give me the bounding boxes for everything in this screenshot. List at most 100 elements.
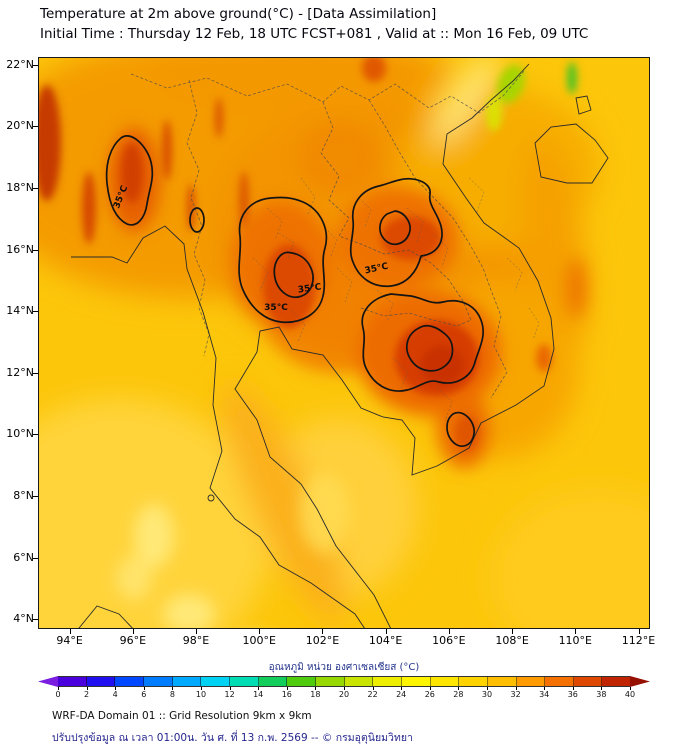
colorbar-tickmark: [429, 687, 431, 690]
x-axis-tickmark: [638, 629, 640, 634]
colorbar-segment: [344, 677, 374, 686]
colorbar-segment: [258, 677, 288, 686]
colorbar-label: อุณหภูมิ หน่วย องศาเซลเซียส (°C): [268, 662, 420, 673]
colorbar-tickmark: [115, 687, 117, 690]
colorbar-segment: [315, 677, 345, 686]
x-axis-tick-label: 102°E: [305, 634, 340, 647]
y-axis-tick-label: 16°N: [6, 242, 34, 256]
colorbar-segment: [373, 677, 402, 686]
colorbar-tick-label: 40: [624, 690, 636, 699]
colorbar-tick-label: 4: [112, 690, 118, 699]
y-axis-tick-label: 18°N: [6, 180, 34, 194]
colorbar-tickmark: [58, 687, 59, 690]
colorbar-tick-label: 0: [55, 690, 61, 699]
colorbar-tick-label: 28: [453, 690, 464, 699]
colorbar-tickmark: [172, 687, 174, 690]
x-axis-tick-label: 112°E: [621, 634, 656, 647]
colorbar-segment: [143, 677, 173, 686]
y-axis-tick-label: 10°N: [6, 427, 34, 441]
colorbar-tick-label: 12: [224, 690, 235, 699]
x-axis-tickmark: [385, 629, 387, 634]
colorbar-tick-label: 32: [510, 690, 521, 699]
colorbar-tick-label: 24: [396, 690, 407, 699]
y-axis-tickmark: [33, 496, 38, 498]
colorbar-segment: [172, 677, 202, 686]
colorbar-segment: [545, 677, 574, 686]
colorbar-tick-label: 36: [567, 690, 578, 699]
colorbar-tickmark: [344, 687, 345, 690]
y-axis-tick-label: 22°N: [6, 57, 34, 71]
colorbar-right-arrow: [630, 676, 650, 687]
y-axis-tick-label: 8°N: [13, 489, 34, 503]
footer-update-info: ปรับปรุงข้อมูล ณ เวลา 01:00น. วัน ศ. ที่…: [52, 732, 413, 744]
colorbar-tickmark: [487, 687, 488, 690]
y-axis-tickmark: [33, 126, 38, 128]
colorbar-segment: [86, 677, 116, 686]
coastline: [71, 63, 609, 628]
colorbar-segment: [430, 677, 460, 686]
contour-label: 35°C: [297, 282, 322, 295]
colorbar-segment: [602, 677, 631, 686]
colorbar-left-arrow: [38, 676, 58, 687]
colorbar-tickmark: [458, 687, 460, 690]
colorbar-tick-label: 34: [539, 690, 550, 699]
x-axis-tickmark: [69, 629, 71, 634]
y-axis-tick-label: 6°N: [13, 550, 34, 564]
y-axis-tickmark: [33, 311, 38, 313]
map-plot: 35°C 35°C 35°C 35°C: [38, 57, 650, 629]
colorbar-tick-label: 30: [481, 690, 493, 699]
colorbar: [38, 676, 650, 687]
colorbar-segment: [487, 677, 517, 686]
map-svg: 35°C 35°C 35°C 35°C: [39, 58, 649, 628]
x-axis-tickmark: [322, 629, 324, 634]
y-axis-tick-label: 12°N: [6, 365, 34, 379]
contour-label: 35°C: [264, 303, 288, 313]
temperature-field-cores: [39, 58, 577, 451]
x-axis-tick-label: 98°E: [182, 634, 210, 647]
x-axis-tickmark: [132, 629, 134, 634]
x-axis-tick-label: 100°E: [242, 634, 276, 647]
x-axis-tick-label: 96°E: [119, 634, 147, 647]
colorbar-segment: [401, 677, 431, 686]
contour-label: 35°C: [364, 262, 390, 277]
x-axis-tick-label: 94°E: [56, 634, 83, 647]
y-axis-tickmark: [33, 249, 38, 251]
y-axis-tickmark: [33, 434, 38, 436]
chart-subtitle: Initial Time : Thursday 12 Feb, 18 UTC F…: [40, 26, 589, 42]
colorbar-tickmark: [372, 687, 374, 690]
colorbar-tick-label: 6: [141, 690, 147, 699]
colorbar-segment: [573, 677, 603, 686]
colorbar-tickmark: [572, 687, 574, 690]
colorbar-tick-label: 22: [367, 690, 378, 699]
x-axis-tickmark: [512, 629, 514, 634]
colorbar-tickmark: [201, 687, 202, 690]
y-axis-tick-label: 4°N: [13, 612, 34, 626]
colorbar-tickmark: [286, 687, 288, 690]
colorbar-segment: [201, 677, 230, 686]
colorbar-tickmark: [86, 687, 88, 690]
x-axis-tickmark: [448, 629, 450, 634]
colorbar-segment: [115, 677, 144, 686]
colorbar-tick-label: 16: [281, 690, 292, 699]
colorbar-gradient: [58, 676, 631, 687]
colorbar-tick-label: 20: [338, 690, 350, 699]
colorbar-tick-label: 26: [424, 690, 435, 699]
x-axis-tick-label: 104°E: [368, 634, 403, 647]
y-axis-tick-label: 14°N: [6, 304, 34, 318]
colorbar-tickmark: [229, 687, 231, 690]
colorbar-tickmark: [401, 687, 403, 690]
colorbar-tickmark: [515, 687, 517, 690]
colorbar-segment: [287, 677, 316, 686]
colorbar-tickmark: [315, 687, 317, 690]
colorbar-tickmark: [258, 687, 260, 690]
chart-title: Temperature at 2m above ground(°C) - [Da…: [40, 6, 437, 22]
footer-domain-info: WRF-DA Domain 01 :: Grid Resolution 9km …: [52, 710, 312, 722]
y-axis-tick-label: 20°N: [6, 119, 34, 133]
y-axis-tickmark: [33, 619, 38, 621]
y-axis-tickmark: [33, 64, 38, 66]
colorbar-segment: [58, 677, 87, 686]
colorbar-tick-label: 8: [169, 690, 175, 699]
colorbar-tickmark: [630, 687, 631, 690]
x-axis-tickmark: [196, 629, 198, 634]
